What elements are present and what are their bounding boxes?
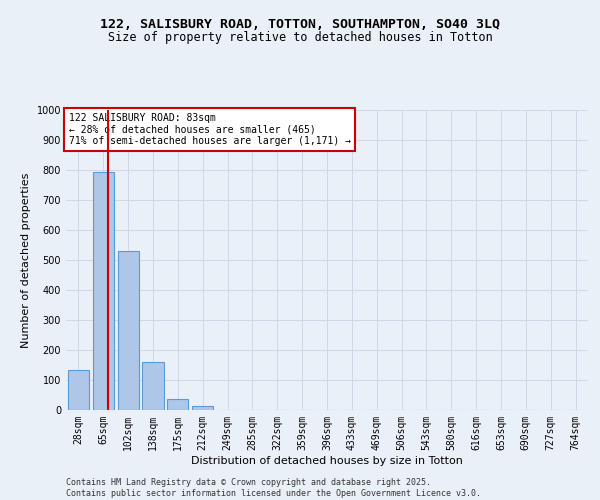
Bar: [93, 172, 114, 410]
Text: 122, SALISBURY ROAD, TOTTON, SOUTHAMPTON, SO40 3LQ: 122, SALISBURY ROAD, TOTTON, SOUTHAMPTON…: [100, 18, 500, 30]
Text: 122 SALISBURY ROAD: 83sqm
← 28% of detached houses are smaller (465)
71% of semi: 122 SALISBURY ROAD: 83sqm ← 28% of detac…: [68, 113, 350, 146]
Bar: [118, 251, 139, 410]
Text: Size of property relative to detached houses in Totton: Size of property relative to detached ho…: [107, 31, 493, 44]
X-axis label: Distribution of detached houses by size in Totton: Distribution of detached houses by size …: [191, 456, 463, 466]
Y-axis label: Number of detached properties: Number of detached properties: [21, 172, 31, 348]
Bar: [68, 370, 89, 410]
Bar: [192, 406, 213, 410]
Text: Contains HM Land Registry data © Crown copyright and database right 2025.
Contai: Contains HM Land Registry data © Crown c…: [66, 478, 481, 498]
Bar: [167, 399, 188, 410]
Bar: [142, 362, 164, 410]
